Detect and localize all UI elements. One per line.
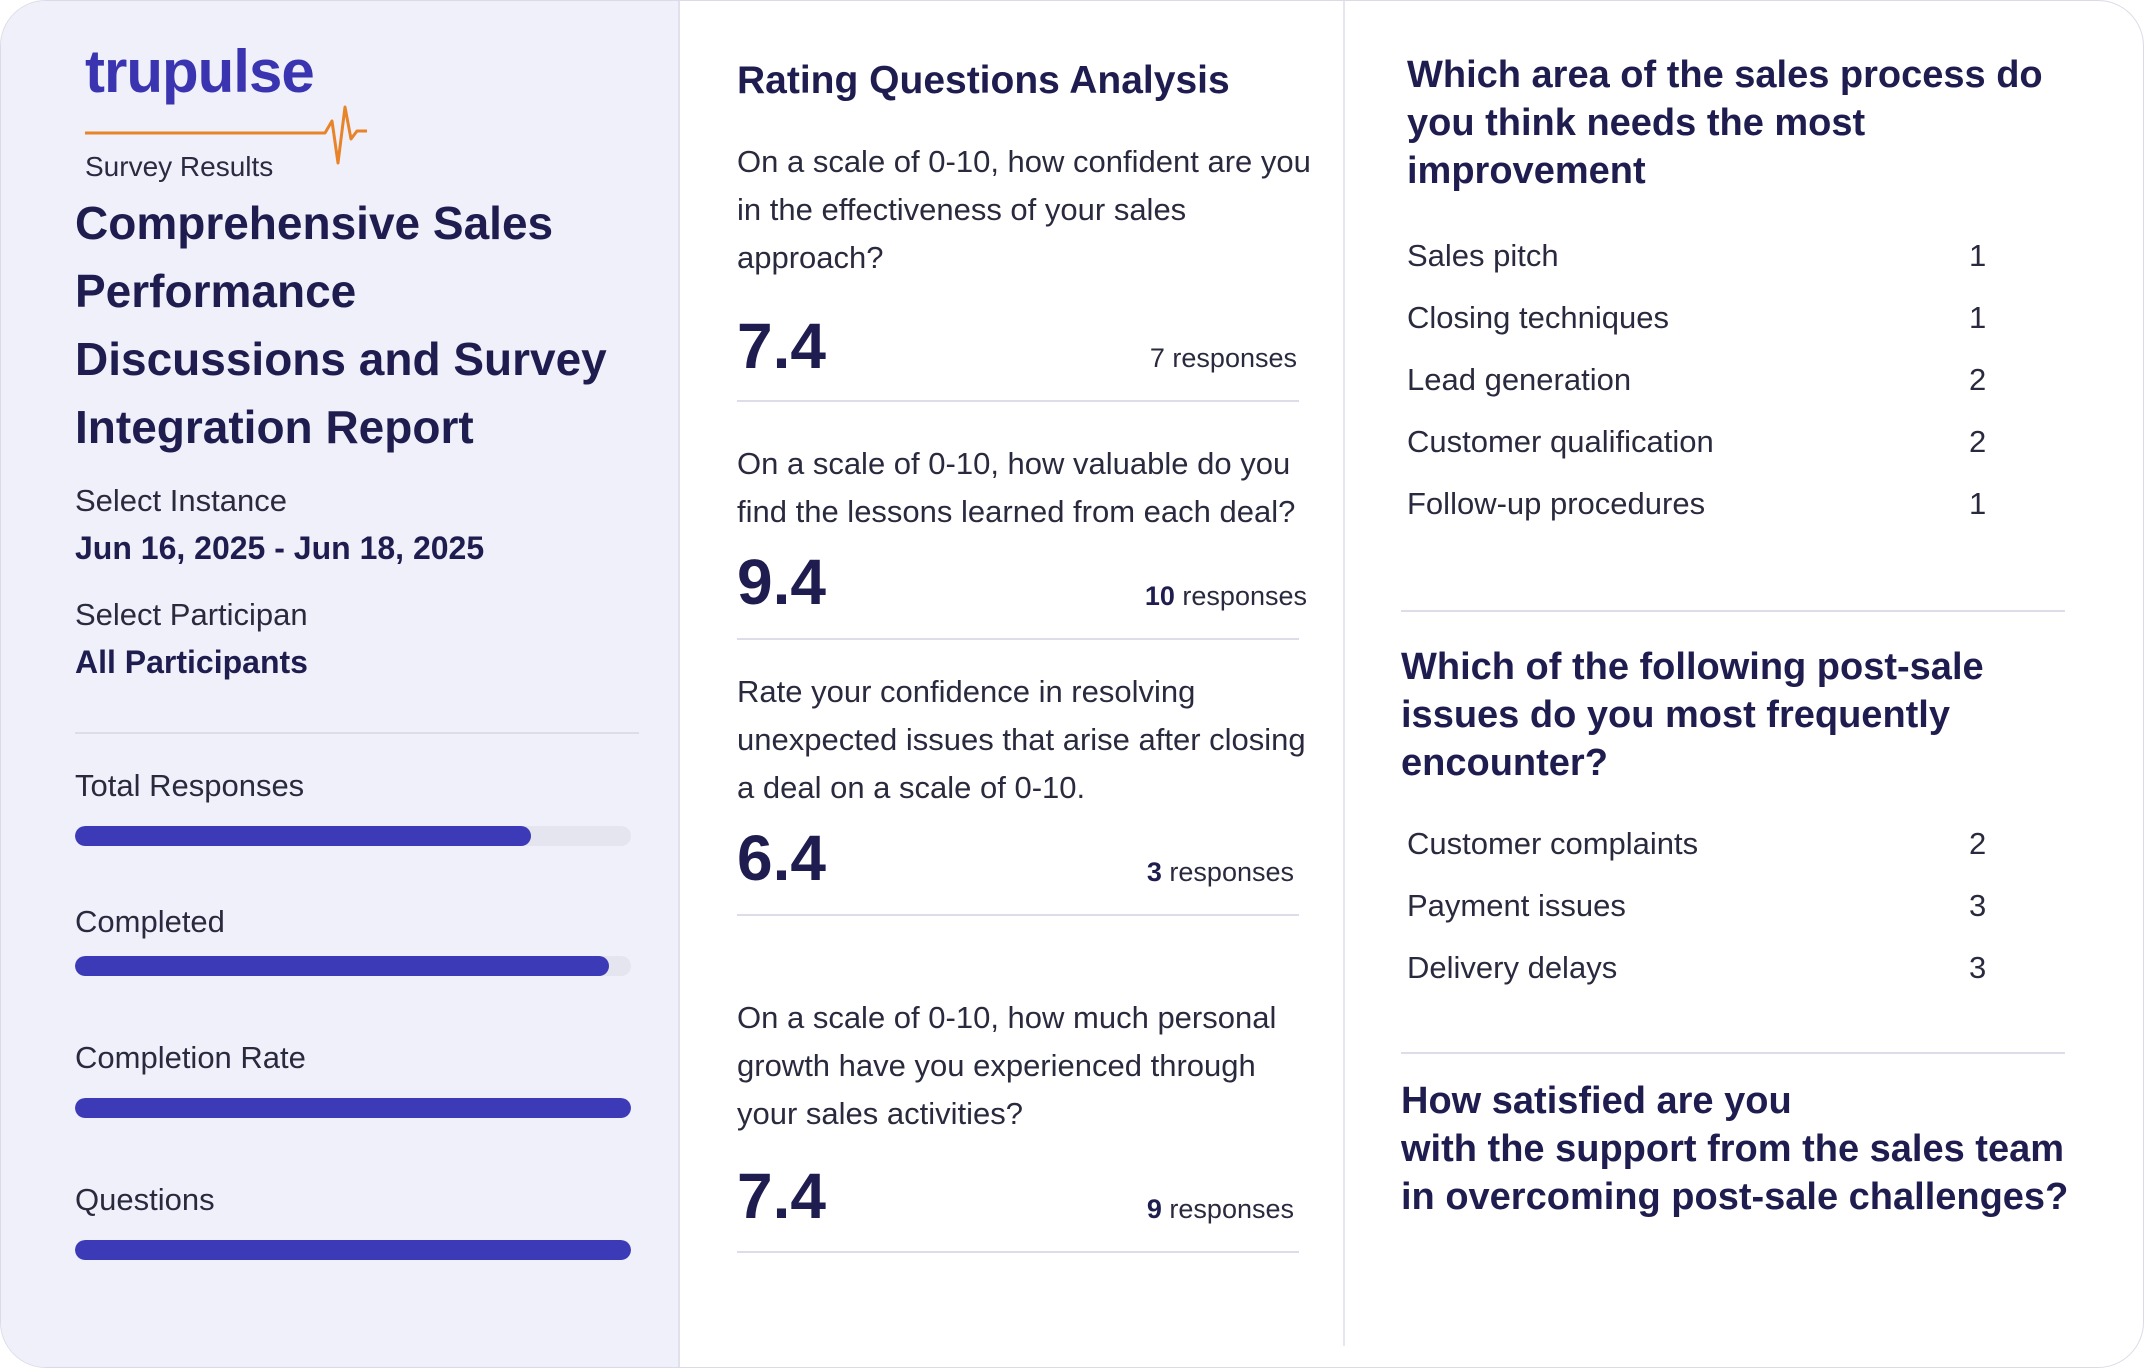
option-count: 3 — [1969, 888, 1987, 923]
choice-question-2-heading: Which of the following post-sale issues … — [1401, 646, 1984, 784]
option-label: Payment issues — [1407, 888, 1626, 923]
response-count-4: 9 responses — [1147, 1194, 1294, 1225]
choice-divider-1 — [1401, 610, 2065, 612]
progress-bar-completed — [75, 956, 631, 976]
response-count-suffix-3: responses — [1169, 857, 1294, 887]
question-divider-1 — [737, 400, 1299, 402]
response-count-number-4: 9 — [1146, 1194, 1162, 1224]
option-label: Customer qualification — [1407, 424, 1714, 459]
option-label: Follow-up procedures — [1407, 486, 1706, 521]
progress-fill-completion-rate — [75, 1098, 631, 1118]
option-count: 2 — [1969, 424, 1987, 459]
rating-analysis-heading: Rating Questions Analysis — [737, 59, 1230, 102]
rating-question-2: On a scale of 0-10, how valuable do you … — [737, 446, 1296, 529]
response-count-2: 10 responses — [1145, 581, 1307, 612]
option-count: 1 — [1969, 300, 1987, 335]
report-title: Comprehensive Sales Performance Discussi… — [75, 197, 607, 453]
column-divider — [1343, 1, 1345, 1346]
heading-line: in overcoming post-sale challenges? — [1401, 1176, 2069, 1218]
rating-question-1: On a scale of 0-10, how confident are yo… — [737, 144, 1311, 275]
option-count: 2 — [1969, 362, 1987, 397]
rating-score-2: 9.4 — [737, 546, 826, 618]
rating-score-3: 6.4 — [737, 822, 826, 894]
question-divider-4 — [737, 1251, 1299, 1253]
survey-results-label: Survey Results — [85, 151, 274, 182]
response-count-suffix-2: responses — [1182, 581, 1307, 611]
rating-score-1: 7.4 — [737, 310, 826, 382]
response-count-number-3: 3 — [1146, 857, 1162, 887]
option-count: 2 — [1969, 826, 1987, 861]
stat-label-completion-rate: Completion Rate — [75, 1040, 306, 1075]
choice-question-1-heading: Which area of the sales process do you t… — [1407, 54, 2043, 192]
sidebar-divider — [75, 732, 639, 734]
response-count-number-2: 10 — [1144, 581, 1175, 611]
option-count: 3 — [1969, 950, 1987, 985]
progress-fill-completed — [75, 956, 609, 976]
question-divider-3 — [737, 914, 1299, 916]
choice-question-3-heading: How satisfied are you with the support f… — [1401, 1077, 2101, 1221]
progress-fill-total-responses — [75, 826, 531, 846]
rating-question-4: On a scale of 0-10, how much personal gr… — [737, 1000, 1277, 1131]
logo-text: trupulse — [85, 38, 315, 105]
option-label: Customer complaints — [1407, 826, 1699, 861]
choice-divider-2 — [1401, 1052, 2065, 1054]
stat-label-questions: Questions — [75, 1182, 215, 1217]
response-count-number-1: 7 — [1149, 343, 1165, 373]
response-count-3: 3 responses — [1147, 857, 1294, 888]
option-label: Sales pitch — [1407, 238, 1559, 273]
instance-label: Select Instance — [75, 483, 287, 518]
heading-line: with the support from the sales team — [1401, 1128, 2064, 1170]
response-count-suffix-1: responses — [1172, 343, 1297, 373]
rating-question-3: Rate your confidence in resolving unexpe… — [737, 674, 1306, 805]
response-count-1: 7 responses — [1150, 343, 1297, 374]
progress-bar-total-responses — [75, 826, 631, 846]
participant-selector[interactable]: All Participants — [75, 644, 308, 680]
stat-label-total-responses: Total Responses — [75, 768, 305, 803]
progress-bar-completion-rate — [75, 1098, 631, 1118]
option-label: Closing techniques — [1407, 300, 1669, 335]
option-count: 1 — [1969, 486, 1987, 521]
participant-label: Select Participan — [75, 597, 308, 632]
sidebar: trupulse Survey Results Comprehensive Sa… — [1, 1, 680, 1367]
option-label: Delivery delays — [1407, 950, 1618, 985]
stat-label-completed: Completed — [75, 904, 225, 939]
progress-fill-questions — [75, 1240, 631, 1260]
trupulse-logo: trupulse — [85, 37, 367, 165]
option-label: Lead generation — [1407, 362, 1632, 397]
pulse-line-icon — [85, 105, 367, 165]
heading-line: How satisfied are you — [1401, 1080, 1792, 1122]
question-divider-2 — [737, 638, 1299, 640]
option-count: 1 — [1969, 238, 1987, 273]
instance-selector[interactable]: Jun 16, 2025 - Jun 18, 2025 — [75, 530, 485, 566]
rating-score-4: 7.4 — [737, 1160, 826, 1232]
response-count-suffix-4: responses — [1169, 1194, 1294, 1224]
progress-bar-questions — [75, 1240, 631, 1260]
